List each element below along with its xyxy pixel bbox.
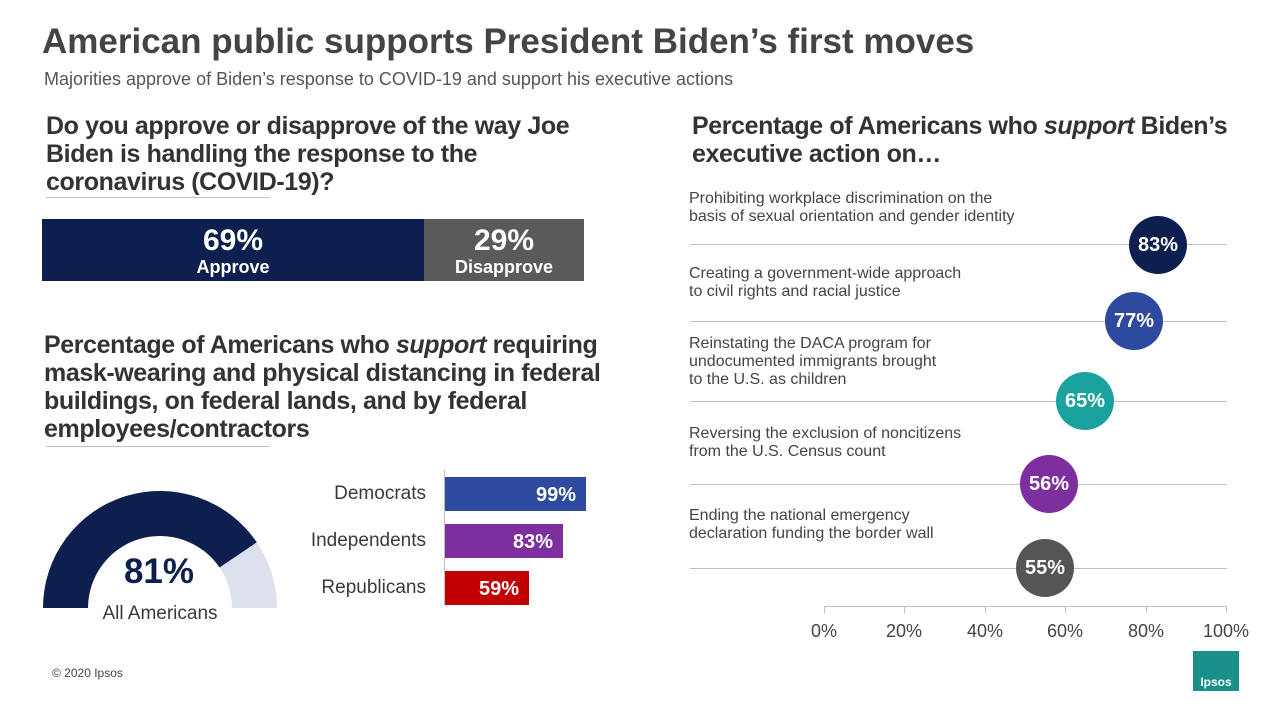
action-label-line: to civil rights and racial justice	[689, 283, 901, 300]
approval-stacked-bar: 69% Approve 29% Disapprove	[42, 219, 584, 281]
x-axis-tick-label: 0%	[810, 621, 837, 641]
approve-percent: 69%	[202, 224, 264, 257]
action-label-line: Creating a government-wide approach	[689, 265, 962, 282]
approve-label: Approve	[196, 257, 270, 277]
action-gridline	[690, 244, 1227, 245]
copyright-notice: © 2020 Ipsos	[52, 666, 123, 680]
x-axis-tick-label: 60%	[1046, 621, 1084, 641]
x-axis-tick-label: 100%	[1202, 621, 1250, 641]
action-label-line: Prohibiting workplace discrimination on …	[689, 190, 993, 207]
party-bar-republicans: 59%	[445, 571, 529, 605]
q2-underline	[46, 446, 270, 447]
x-axis-tick	[824, 606, 825, 613]
q3-text-post: Biden’s executive action on…	[692, 112, 1228, 168]
action-dot: 83%	[1129, 216, 1187, 274]
disapprove-segment: 29% Disapprove	[424, 219, 584, 281]
party-label-republicans: Republicans	[321, 577, 426, 598]
ipsos-logo-icon	[1193, 651, 1239, 691]
gauge-label: All Americans	[102, 603, 218, 624]
action-gridline	[690, 321, 1227, 322]
action-gridline	[690, 484, 1227, 485]
action-label-line: Reversing the exclusion of noncitizens	[689, 425, 962, 442]
action-gridline	[690, 568, 1227, 569]
mask-question-heading: Percentage of Americans who support requ…	[44, 331, 624, 443]
party-bar-axis	[444, 470, 445, 606]
action-gridline	[690, 401, 1227, 402]
x-axis-tick	[1146, 606, 1147, 613]
disapprove-percent: 29%	[473, 224, 535, 257]
action-label: Ending the national emergency declaratio…	[689, 507, 1109, 543]
action-label-line: undocumented immigrants brought	[689, 353, 937, 370]
action-label: Reinstating the DACA program for undocum…	[689, 335, 1109, 389]
party-bar-independents: 83%	[445, 524, 563, 558]
action-dot: 56%	[1020, 455, 1078, 513]
action-label-line: to the U.S. as children	[689, 371, 847, 388]
x-axis-tick	[1065, 606, 1066, 613]
party-bar-democrats: 99%	[445, 477, 586, 511]
q2-text-emphasis: support	[395, 331, 487, 359]
action-label-line: Reinstating the DACA program for	[689, 335, 931, 352]
x-axis-tick-label: 40%	[966, 621, 1004, 641]
x-axis-tick	[985, 606, 986, 613]
action-label-line: Ending the national emergency	[689, 507, 910, 524]
executive-action-heading: Percentage of Americans who support Bide…	[692, 112, 1252, 168]
party-label-independents: Independents	[310, 530, 426, 551]
covid-question-heading: Do you approve or disapprove of the way …	[46, 112, 570, 196]
x-axis-tick	[1226, 606, 1227, 613]
q2-text-pre: Percentage of Americans who	[44, 331, 396, 359]
action-label-line: basis of sexual orientation and gender i…	[689, 208, 1015, 225]
x-axis-tick	[904, 606, 905, 613]
q2-text-post: requiring mask-wearing and physical dist…	[44, 331, 601, 443]
x-axis-line	[824, 606, 1226, 607]
action-dot: 65%	[1056, 372, 1114, 430]
party-label-democrats: Democrats	[334, 483, 426, 504]
gauge-value-arc	[43, 491, 257, 608]
q1-underline	[46, 197, 270, 198]
page-subtitle: Majorities approve of Biden’s response t…	[44, 69, 734, 89]
x-axis-tick-label: 80%	[1127, 621, 1165, 641]
action-dot: 77%	[1105, 292, 1163, 350]
approve-segment: 69% Approve	[42, 219, 424, 281]
action-dot: 55%	[1016, 539, 1074, 597]
gauge-value: 81%	[123, 552, 195, 591]
q3-text-pre: Percentage of Americans who	[692, 112, 1044, 140]
page-title: American public supports President Biden…	[42, 22, 975, 61]
ipsos-logo-text: Ipsos	[1200, 675, 1232, 689]
all-americans-gauge	[43, 491, 277, 608]
action-label: Prohibiting workplace discrimination on …	[689, 190, 1109, 226]
action-label-line: declaration funding the border wall	[689, 525, 934, 542]
action-label: Reversing the exclusion of noncitizens f…	[689, 425, 1109, 461]
action-label-line: from the U.S. Census count	[689, 443, 886, 460]
action-label: Creating a government-wide approach to c…	[689, 265, 1109, 301]
disapprove-label: Disapprove	[454, 257, 554, 277]
q3-text-emphasis: support	[1043, 112, 1135, 140]
x-axis-tick-label: 20%	[885, 621, 923, 641]
